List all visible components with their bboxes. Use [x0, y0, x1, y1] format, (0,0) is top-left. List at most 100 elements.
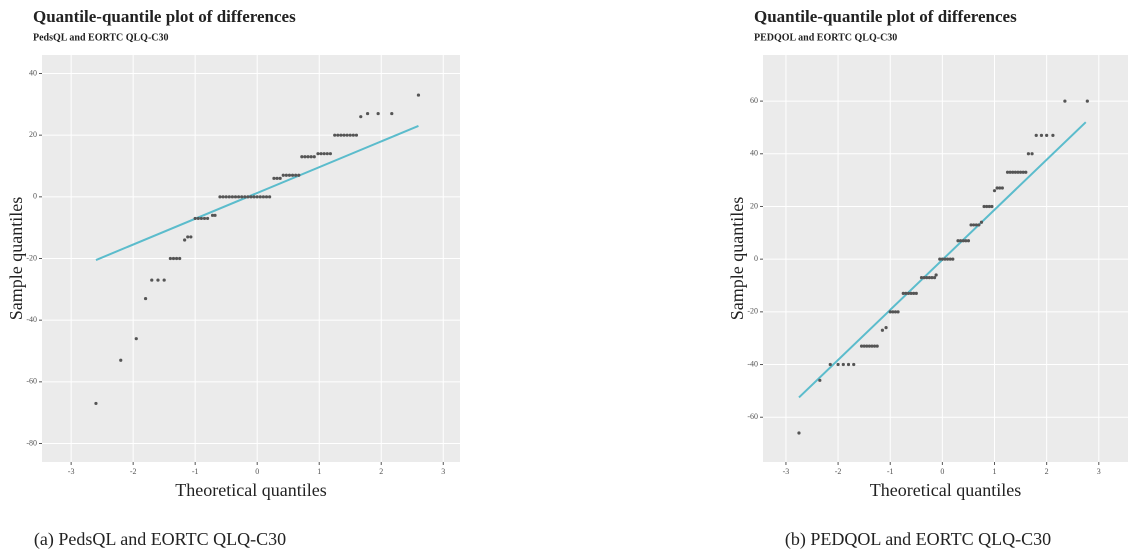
point — [893, 310, 898, 314]
point — [287, 173, 292, 177]
point — [294, 173, 298, 177]
point — [797, 431, 801, 435]
point — [966, 239, 971, 243]
point — [178, 256, 182, 261]
chart-title: Quantile-quantile plot of differences — [33, 7, 296, 26]
point — [249, 195, 253, 199]
point — [884, 326, 888, 330]
point — [891, 310, 895, 314]
y-axis-label: Sample quantiles — [727, 197, 747, 320]
y-tick-label: 40 — [29, 68, 37, 77]
point — [1051, 133, 1055, 137]
point — [246, 195, 250, 199]
point — [156, 278, 160, 282]
y-tick-label: -60 — [747, 412, 758, 421]
point — [252, 195, 256, 199]
point — [930, 275, 934, 280]
point — [904, 291, 908, 296]
point — [336, 133, 340, 137]
point — [896, 310, 900, 314]
point — [227, 195, 231, 199]
point — [193, 216, 197, 221]
caption: (a) PedsQL and EORTC QLQ-C30 — [34, 529, 286, 550]
point — [906, 291, 911, 296]
y-tick-label: -60 — [26, 377, 37, 386]
point — [1021, 170, 1025, 174]
y-tick-label: 0 — [754, 254, 758, 263]
point — [1011, 170, 1015, 174]
point — [290, 173, 295, 177]
point — [171, 256, 176, 261]
x-tick-label: -1 — [887, 467, 894, 476]
x-tick-label: 1 — [317, 467, 321, 476]
y-tick-label: -40 — [26, 315, 37, 324]
point — [982, 204, 986, 209]
point — [867, 344, 871, 348]
point — [951, 257, 955, 261]
point — [938, 257, 942, 261]
x-tick-label: -3 — [783, 467, 790, 476]
y-tick-label: -20 — [26, 253, 37, 262]
point — [183, 238, 187, 242]
point — [333, 133, 337, 137]
point — [268, 195, 272, 199]
y-tick-label: 40 — [750, 149, 758, 158]
point — [284, 173, 288, 177]
y-tick-label: 0 — [33, 192, 37, 201]
point — [309, 155, 313, 159]
point — [162, 278, 166, 282]
point — [168, 256, 172, 261]
point — [852, 362, 856, 367]
x-tick-label: -2 — [130, 467, 137, 476]
point — [985, 204, 989, 209]
point — [1026, 152, 1031, 156]
point — [150, 278, 154, 282]
point — [888, 310, 892, 314]
reference-line — [95, 124, 419, 261]
point — [261, 195, 266, 199]
point — [348, 133, 352, 137]
point — [224, 195, 228, 199]
point — [134, 337, 138, 341]
point — [828, 362, 832, 367]
point — [189, 235, 193, 239]
point — [233, 195, 238, 199]
x-tick-label: -2 — [835, 467, 842, 476]
point — [325, 152, 329, 156]
point — [275, 176, 279, 180]
point — [255, 195, 259, 199]
point — [319, 152, 323, 156]
point — [328, 152, 332, 156]
point — [961, 239, 965, 243]
point — [297, 173, 301, 177]
point — [914, 291, 918, 296]
x-tick-label: 0 — [940, 467, 944, 476]
point — [859, 344, 864, 348]
point — [940, 257, 944, 261]
point — [300, 155, 304, 159]
point — [359, 115, 363, 119]
point — [202, 216, 207, 221]
point — [875, 344, 879, 348]
point — [979, 220, 984, 224]
point — [199, 216, 203, 221]
y-tick-label: 20 — [750, 201, 758, 210]
point — [186, 235, 190, 239]
point — [281, 173, 285, 177]
point — [998, 186, 1002, 190]
point — [964, 239, 968, 243]
point — [943, 257, 947, 261]
point — [880, 328, 885, 332]
point — [872, 344, 877, 348]
point — [196, 216, 200, 221]
point — [316, 152, 320, 156]
point — [272, 176, 276, 180]
chart-title: Quantile-quantile plot of differences — [754, 7, 1017, 26]
point — [278, 176, 282, 180]
point — [258, 195, 262, 199]
point — [927, 275, 931, 280]
point — [416, 93, 421, 97]
point — [972, 223, 976, 227]
point — [174, 256, 179, 261]
